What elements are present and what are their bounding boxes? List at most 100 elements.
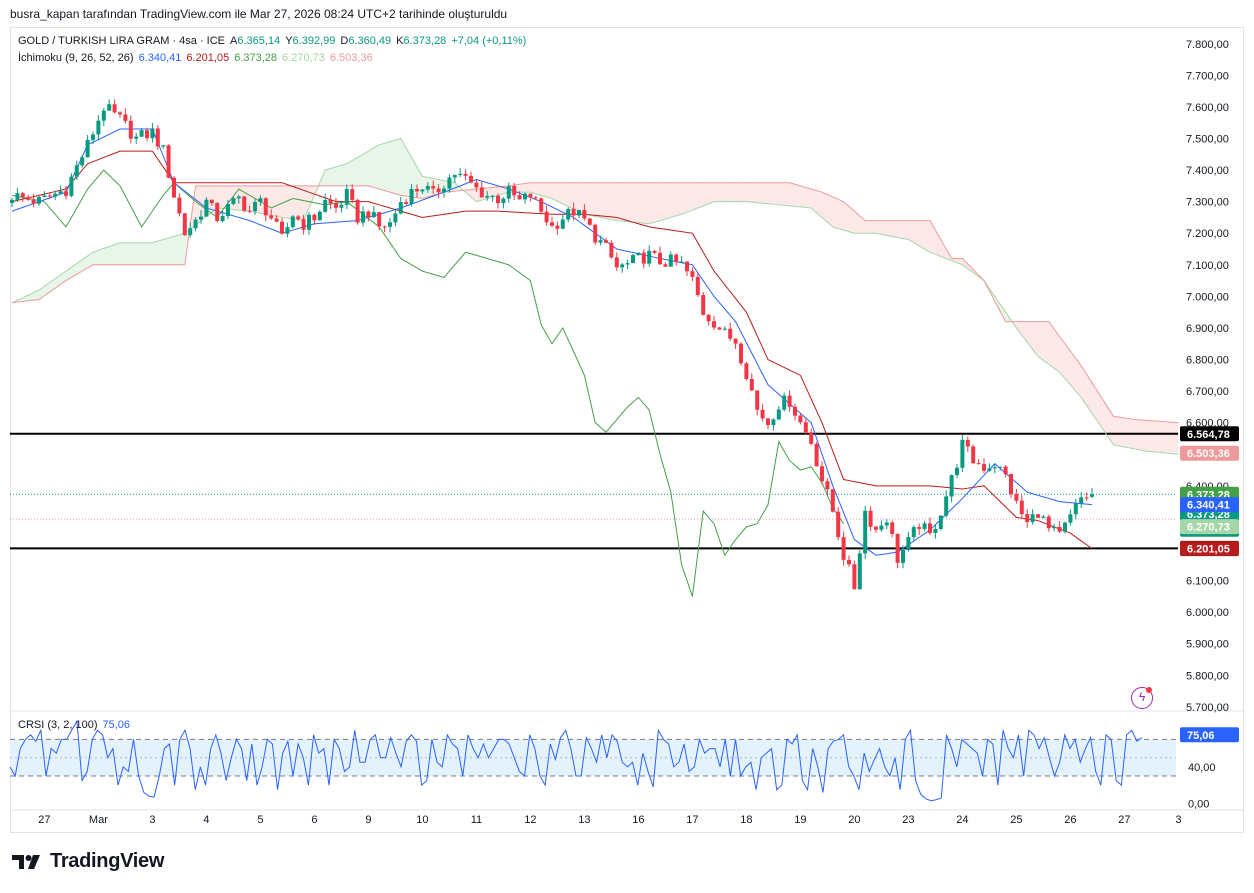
cloud-segment [832, 196, 839, 229]
cloud-segment [768, 182, 774, 205]
chart-frame [10, 27, 1244, 833]
price-label-box [1180, 541, 1239, 557]
candle-body [739, 343, 743, 364]
candle-body [798, 415, 803, 423]
candle-body [1073, 503, 1078, 515]
cloud-segment [773, 182, 779, 205]
candle-body [787, 395, 792, 407]
candle-body [658, 252, 662, 265]
candle-body [755, 390, 760, 410]
candle-body [1063, 522, 1067, 532]
candle-body [1068, 514, 1073, 523]
candle-body [193, 219, 198, 229]
candle-body [123, 114, 128, 121]
cloud-segment [174, 234, 180, 265]
cloud-segment [741, 182, 747, 202]
candle-body [566, 208, 571, 220]
candle-body [247, 210, 252, 212]
cloud-segment [681, 182, 687, 215]
cloud-segment [1065, 343, 1071, 385]
cloud-segment [703, 182, 709, 206]
cloud-segment [492, 186, 498, 197]
candle-body [199, 216, 203, 220]
candle-body [771, 419, 776, 425]
cloud-segment [724, 182, 731, 202]
candle-body [555, 225, 560, 229]
cloud-segment [422, 176, 428, 199]
candle-body [890, 522, 895, 534]
lagging-span-line [11, 169, 845, 597]
cloud-segment [427, 177, 434, 197]
low-value: 6.360,49 [348, 35, 392, 47]
ichimoku-lagging-value: 6.373,28 [234, 52, 278, 64]
cloud-segment [346, 160, 353, 186]
cloud-segment [276, 185, 282, 218]
candle-body [204, 199, 209, 217]
tradingview-logo[interactable]: TradingView [12, 850, 164, 873]
candle-body [220, 216, 225, 222]
cloud-segment [179, 233, 185, 265]
cloud-segment [859, 215, 866, 234]
cloud-segment [163, 237, 169, 265]
cloud-segment [336, 165, 342, 186]
cloud-segment [222, 185, 228, 210]
crsi-value: 75,06 [102, 719, 131, 731]
ichimoku-legend[interactable]: İchimoku (9, 26, 52, 26) 6.340,41 6.201,05… [18, 52, 373, 64]
cloud-segment [687, 182, 693, 213]
candle-body [458, 173, 463, 175]
cloud-segment [606, 182, 612, 220]
horizontal-lines [10, 432, 1178, 550]
cloud-segment [573, 182, 579, 212]
candle-body [906, 537, 911, 551]
candle-body [15, 193, 20, 200]
cloud-segment [120, 242, 126, 265]
cloud-segment [136, 242, 142, 265]
cloud-segment [757, 182, 763, 204]
candle-body [452, 174, 457, 178]
cloud-segment [298, 185, 304, 221]
price-tick-label: 6.700,00 [1186, 386, 1229, 398]
cloud-segment [562, 182, 569, 207]
candle-body [539, 198, 544, 212]
candle-body [1084, 497, 1089, 499]
cloud-segment [1167, 421, 1173, 454]
candle-body [112, 104, 117, 113]
close-label: K [396, 35, 404, 47]
candle-body [836, 511, 841, 538]
cloud-segment [876, 220, 882, 235]
price-tick-label: 6.000,00 [1186, 607, 1229, 619]
candle-body [447, 177, 452, 189]
time-tick-label: Mar [89, 814, 108, 826]
candle-body [366, 211, 371, 218]
candle-body [501, 198, 506, 204]
candle-body [1041, 516, 1046, 518]
cloud-segment [125, 242, 131, 265]
crsi-legend[interactable]: CRSI (3, 2, 100) 75,06 [18, 719, 130, 731]
candle-body [479, 187, 484, 198]
time-tick-label: 9 [365, 814, 371, 826]
symbol-label: GOLD / TURKISH LIRA GRAM · 4sa · ICE [18, 35, 226, 47]
tradingview-mark-icon [12, 854, 40, 869]
candle-body [1079, 497, 1084, 504]
cloud-segment [924, 220, 930, 253]
candle-body [533, 197, 538, 199]
candle-body [766, 418, 770, 425]
candle-body [598, 240, 603, 243]
grid [10, 710, 1244, 811]
cloud-segment [217, 185, 223, 209]
cloud-segment [471, 189, 477, 202]
price-label-text: 6.201,05 [1187, 544, 1230, 556]
candle-body [733, 338, 738, 344]
candle-body [728, 328, 733, 339]
candle-body [182, 213, 187, 236]
main-legend[interactable]: GOLD / TURKISH LIRA GRAM · 4sa · ICE A6.3… [18, 35, 526, 47]
candle-body [825, 481, 830, 490]
bolt-icon[interactable]: ϟ [1131, 687, 1153, 709]
candle-body [69, 176, 74, 196]
cloud-segment [287, 185, 293, 220]
crsi-tick-label: 40,00 [1188, 762, 1216, 774]
candle-body [668, 254, 673, 267]
candle-body [717, 327, 722, 330]
cloud-segment [1140, 419, 1146, 452]
